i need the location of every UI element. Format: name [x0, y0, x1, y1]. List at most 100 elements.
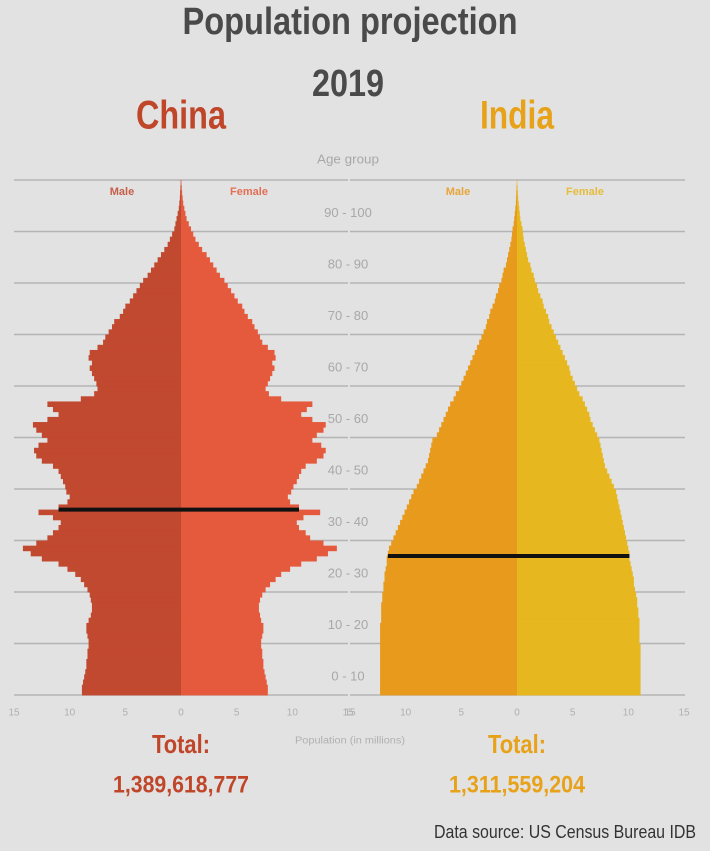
female-bar: [181, 365, 275, 371]
male-bar: [514, 216, 517, 222]
female-bar: [181, 283, 228, 289]
male-bar: [174, 226, 181, 232]
age-group-label: 70 - 80: [328, 308, 368, 323]
male-bar: [67, 566, 181, 572]
male-bar: [388, 545, 517, 552]
female-bar: [517, 463, 605, 469]
male-bar: [164, 246, 181, 253]
male-bar: [84, 674, 181, 680]
female-bar: [517, 571, 633, 577]
male-bar: [472, 355, 517, 361]
male-bar: [447, 406, 517, 413]
age-group-label: 80 - 90: [328, 257, 368, 272]
female-bar: [517, 257, 529, 263]
male-bar: [515, 200, 517, 207]
male-bar: [89, 365, 181, 371]
male-bar: [75, 571, 181, 577]
female-bar: [517, 628, 640, 634]
female-bar: [181, 684, 268, 691]
male-bar: [409, 499, 517, 505]
female-bar: [517, 231, 524, 238]
female-bar: [181, 658, 264, 665]
female-bar: [181, 360, 273, 366]
male-bar: [380, 664, 517, 670]
female-bar: [517, 535, 627, 541]
female-bar: [181, 576, 276, 583]
x-tick-label: 5: [459, 708, 465, 719]
female-bar: [181, 272, 220, 279]
male-bar: [397, 525, 517, 531]
female-bar: [517, 669, 641, 675]
male-bar: [178, 205, 181, 212]
x-tick-label: 10: [287, 708, 299, 719]
female-bar: [517, 633, 640, 639]
female-bar: [517, 411, 590, 418]
male-bar: [114, 319, 181, 325]
male-bar: [498, 288, 517, 294]
female-bar: [517, 602, 638, 608]
male-bar: [490, 308, 517, 315]
female-bar: [181, 442, 322, 449]
male-bar: [516, 190, 517, 196]
female-bar: [181, 334, 261, 341]
male-bar: [495, 293, 517, 299]
female-bar: [517, 437, 600, 444]
x-tick-label: 15: [344, 708, 356, 719]
female-bar: [517, 581, 634, 588]
male-bar: [177, 210, 181, 217]
male-bar: [386, 561, 517, 567]
female-bar: [181, 643, 262, 650]
male-bar: [97, 386, 181, 392]
female-bar: [517, 216, 521, 222]
male-bar: [489, 313, 517, 320]
female-bar: [517, 530, 625, 536]
male-bar: [105, 334, 181, 341]
male-bar: [167, 241, 181, 248]
female-bar: [517, 550, 630, 557]
female-bar: [181, 504, 300, 510]
female-bar: [181, 391, 269, 397]
male-bar: [88, 638, 181, 644]
female-bar: [181, 638, 262, 644]
male-bar: [459, 386, 517, 392]
female-bar: [181, 509, 321, 516]
x-axis-label: Population (in millions): [295, 736, 405, 747]
x-tick-label: 10: [623, 708, 635, 719]
female-bar: [181, 267, 217, 274]
female-bar: [181, 406, 307, 413]
female-bar: [181, 452, 324, 459]
male-bar: [502, 272, 517, 279]
total-label: Total:: [152, 729, 210, 759]
male-bar: [381, 607, 517, 613]
male-bar: [160, 252, 181, 258]
female-bar: [517, 288, 539, 294]
female-bar: [181, 561, 302, 567]
age-group-label: 60 - 70: [328, 360, 368, 375]
male-bar: [380, 643, 517, 650]
female-bar: [181, 458, 317, 464]
male-bar: [58, 411, 181, 418]
x-tick-label: 15: [678, 708, 690, 719]
male-bar: [385, 566, 517, 572]
male-bar: [450, 401, 517, 407]
male-bar: [52, 406, 181, 413]
female-bar: [181, 669, 265, 675]
male-bar: [179, 200, 181, 207]
male-bar: [384, 576, 517, 583]
female-bar: [517, 391, 580, 397]
female-bar: [517, 334, 556, 341]
male-bar: [69, 494, 181, 500]
female-bar: [517, 592, 637, 598]
chart-title: Population projection: [183, 1, 518, 43]
male-bar: [41, 555, 182, 562]
male-bar: [86, 664, 181, 670]
male-bar: [413, 489, 517, 495]
legend-label: Male: [446, 186, 470, 198]
male-bar: [91, 602, 181, 608]
male-bar: [380, 638, 517, 644]
female-bar: [517, 612, 639, 619]
male-bar: [83, 679, 181, 686]
female-bar: [181, 427, 324, 433]
female-bar: [181, 489, 292, 495]
male-bar: [88, 355, 181, 361]
